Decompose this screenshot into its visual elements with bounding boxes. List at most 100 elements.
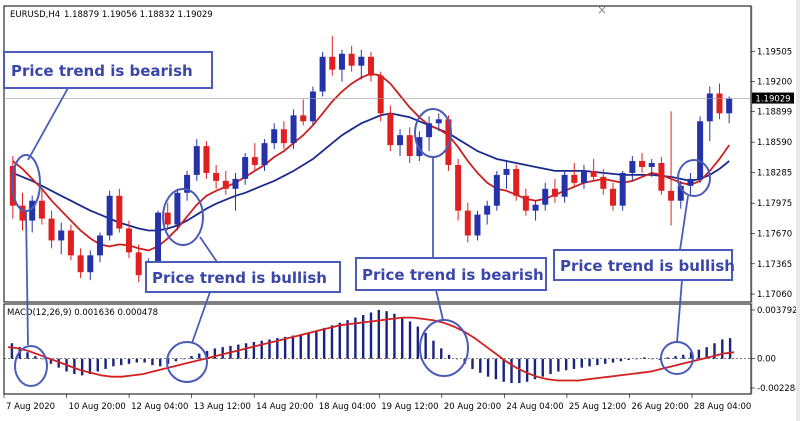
time-tick-label: 25 Aug 12:00 <box>569 402 626 412</box>
candle <box>193 139 200 181</box>
candle-body <box>658 162 665 191</box>
candle <box>251 143 258 171</box>
macd-signal-line <box>7 316 735 382</box>
candle <box>658 157 665 195</box>
candle-body <box>580 170 587 183</box>
candlesticks <box>9 35 733 293</box>
macd-bar <box>361 315 365 359</box>
candle <box>367 51 375 82</box>
macd-bar <box>190 356 193 359</box>
candle <box>67 224 74 261</box>
time-tick-label: 20 Aug 20:00 <box>444 402 501 412</box>
candle-body <box>222 180 229 189</box>
candle-body <box>96 235 103 256</box>
candle <box>19 192 26 231</box>
scroll-edge[interactable] <box>796 0 800 421</box>
macd-bar <box>479 358 482 373</box>
macd-bar <box>307 333 310 359</box>
macd-bar <box>127 358 131 364</box>
macd-bar <box>119 358 123 366</box>
macd-tick-label: 0.00 <box>757 355 776 365</box>
candle <box>697 116 704 183</box>
candle-body <box>397 135 404 146</box>
macd-bar <box>447 354 451 359</box>
candle-body <box>67 230 74 256</box>
candle <box>522 188 529 216</box>
macd-bar <box>41 358 45 360</box>
candle <box>387 105 394 152</box>
candle-body <box>377 75 384 114</box>
macd-histogram <box>10 309 732 384</box>
candle <box>397 129 404 157</box>
candle-body <box>87 255 94 273</box>
macd-bar <box>666 357 669 359</box>
callout-text-bullish-left: Price trend is bullish <box>152 269 327 287</box>
macd-bar <box>728 338 732 359</box>
candle-body <box>38 200 45 219</box>
callout-text-bullish-right: Price trend is bullish <box>560 257 735 275</box>
macd-bar <box>377 309 381 359</box>
candle-body <box>29 200 36 221</box>
macd-bar <box>283 336 287 359</box>
macd-bar <box>205 350 209 359</box>
candle-body <box>668 190 675 201</box>
macd-bar <box>658 358 662 360</box>
macd-bar <box>603 358 607 364</box>
macd-label: MACD(12,26,9) 0.001636 0.000478 <box>7 308 158 318</box>
candle-body <box>706 93 713 122</box>
macd-bar <box>330 325 334 359</box>
candle <box>155 210 162 271</box>
macd-circle-right <box>660 341 694 375</box>
candle <box>493 170 500 211</box>
candle-body <box>300 115 307 122</box>
price-tick-label: 1.18285 <box>757 168 792 178</box>
macd-bar <box>619 358 623 362</box>
candle <box>106 190 113 241</box>
callout-box-bearish-center <box>355 257 547 291</box>
candle-body <box>619 172 626 206</box>
candle <box>174 188 181 231</box>
candle-body <box>426 123 433 138</box>
candle-body <box>271 129 278 144</box>
candle-body <box>116 195 123 229</box>
macd-bar <box>237 344 240 359</box>
chart-close-icon[interactable]: × <box>597 3 607 17</box>
macd-bar <box>143 358 146 363</box>
macd-bar <box>635 358 638 360</box>
time-tick-label: 28 Aug 04:00 <box>694 402 751 412</box>
candle-body <box>155 212 162 266</box>
candle <box>125 220 133 259</box>
callout-pointer-macd-center <box>435 289 444 321</box>
annotation-bullish-left: Price trend is bullish <box>145 188 341 383</box>
candle <box>464 202 471 243</box>
macd-bar <box>440 348 443 359</box>
candle-body <box>677 185 684 201</box>
macd-bar <box>221 347 224 359</box>
candle-body <box>639 161 646 167</box>
macd-tick-label: 0.003792 <box>757 306 798 316</box>
macd-bar <box>213 348 217 359</box>
macd-bar <box>502 358 505 382</box>
candle-body <box>474 214 481 236</box>
candle-body <box>251 157 258 165</box>
price-panel-frame <box>3 5 752 303</box>
candle-body <box>184 174 191 193</box>
macd-bar <box>525 358 529 382</box>
candle <box>222 170 229 195</box>
macd-bar <box>260 340 263 359</box>
time-tick-label: 12 Aug 04:00 <box>131 402 188 412</box>
macd-bar <box>596 358 599 366</box>
macd-bar <box>26 352 29 359</box>
macd-bar <box>385 311 388 359</box>
macd-bar <box>299 334 302 359</box>
macd-bar <box>338 322 341 359</box>
macd-bar <box>572 358 576 369</box>
time-tick-label: 10 Aug 20:00 <box>69 402 126 412</box>
macd-bar <box>588 358 591 367</box>
macd-bar <box>159 358 162 367</box>
candle <box>164 202 171 231</box>
macd-bar <box>198 353 201 359</box>
candle-body <box>290 115 297 144</box>
candle-body <box>435 119 442 124</box>
candle <box>77 248 84 279</box>
